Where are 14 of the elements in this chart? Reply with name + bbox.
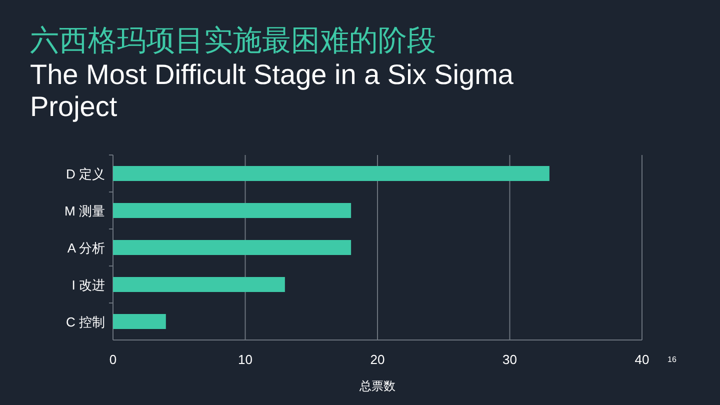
y-tick-label: M 测量 <box>64 204 105 218</box>
y-tick-label: I 改进 <box>72 278 105 292</box>
x-tick-label: 20 <box>370 352 385 367</box>
title: 六西格玛项目实施最困难的阶段 <box>30 25 436 57</box>
x-axis-title: 总票数 <box>358 379 396 393</box>
subtitle: The Most Difficult Stage in a Six Sigma Project <box>30 59 514 122</box>
x-tick-label: 30 <box>502 352 517 367</box>
y-tick-label: D 定义 <box>66 166 105 182</box>
x-tick-label: 10 <box>238 352 252 367</box>
text: 16 <box>668 355 677 364</box>
y-tick-label: A 分析 <box>67 240 105 256</box>
x-tick-label: 40 <box>634 352 650 367</box>
y-tick-label: C 控制 <box>66 314 105 330</box>
x-tick-label: 0 <box>109 352 117 367</box>
